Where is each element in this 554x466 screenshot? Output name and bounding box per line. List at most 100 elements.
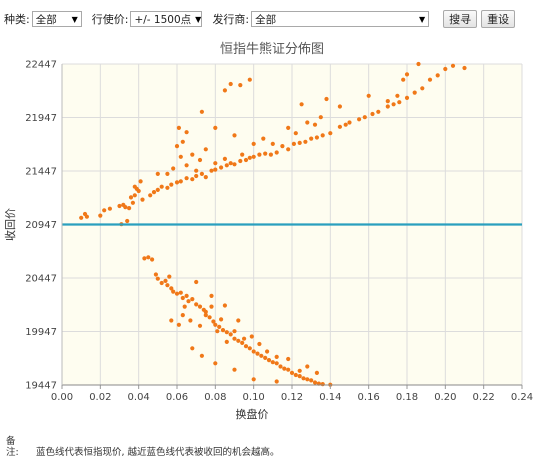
- data-point: [165, 185, 170, 190]
- data-point: [274, 379, 279, 384]
- data-point: [98, 213, 103, 218]
- data-point: [148, 193, 153, 198]
- data-point: [174, 291, 180, 296]
- x-tick-label: 0.20: [434, 392, 456, 403]
- data-point: [320, 382, 325, 387]
- data-point: [263, 355, 268, 360]
- data-point: [140, 197, 145, 202]
- data-point: [305, 120, 310, 125]
- data-point: [228, 161, 233, 166]
- x-tick-label: 0.12: [281, 392, 303, 403]
- issuer-select[interactable]: 全部 ▼: [251, 11, 430, 27]
- data-point: [180, 313, 185, 318]
- y-tick-label: 21447: [25, 167, 57, 178]
- data-point: [261, 136, 266, 141]
- type-select[interactable]: 全部 ▼: [31, 11, 82, 27]
- data-point: [251, 377, 256, 382]
- data-point: [280, 144, 285, 149]
- strike-select-value: +/- 1500点: [134, 13, 192, 26]
- data-point: [180, 295, 185, 301]
- type-select-value: 全部: [35, 13, 57, 26]
- data-point: [443, 66, 448, 72]
- data-point: [232, 336, 237, 341]
- data-point: [357, 117, 362, 122]
- data-point: [249, 334, 254, 339]
- y-tick-label: 21947: [25, 113, 57, 124]
- data-point: [416, 61, 421, 67]
- data-point: [222, 88, 227, 93]
- data-point: [102, 208, 107, 213]
- data-point: [151, 190, 157, 195]
- data-point: [220, 328, 226, 333]
- data-points: [79, 61, 467, 387]
- footnote: 备注: 蓝色线代表恒指现价, 越近蓝色线代表被收回的机会越高。: [6, 436, 546, 460]
- data-point: [128, 195, 134, 200]
- data-point: [404, 95, 410, 100]
- data-point: [132, 193, 137, 198]
- x-tick-label: 0.22: [473, 392, 495, 403]
- data-point: [305, 377, 310, 382]
- filter-bar: 种类: 全部 ▼ 行使价: +/- 1500点 ▼ 发行商: 全部 ▼ 搜寻 重…: [4, 8, 550, 30]
- issuer-label: 发行商:: [212, 13, 250, 26]
- data-point: [184, 293, 189, 298]
- x-tick-label: 0.24: [511, 392, 533, 403]
- data-point: [194, 168, 199, 173]
- chevron-down-icon: ▼: [195, 14, 202, 24]
- x-tick-label: 0.02: [89, 392, 111, 403]
- data-point: [184, 130, 189, 135]
- data-point: [132, 184, 137, 189]
- data-point: [184, 176, 189, 181]
- data-point: [286, 147, 291, 152]
- data-point: [247, 155, 252, 160]
- search-button[interactable]: 搜寻: [443, 10, 478, 28]
- data-point: [397, 100, 402, 105]
- data-point: [194, 173, 199, 179]
- data-point: [178, 154, 183, 159]
- chart-title: 恒指牛熊证分佈图: [220, 41, 324, 57]
- data-point: [240, 152, 245, 157]
- chevron-down-icon: ▼: [419, 14, 426, 24]
- data-point: [222, 303, 227, 308]
- data-point: [462, 65, 467, 71]
- data-point: [401, 77, 406, 82]
- data-point: [238, 83, 243, 88]
- data-point: [299, 102, 304, 107]
- data-point: [309, 378, 314, 383]
- issuer-select-value: 全部: [255, 13, 277, 26]
- data-point: [293, 372, 298, 378]
- data-point: [123, 205, 128, 210]
- data-point: [232, 162, 237, 167]
- data-point: [232, 367, 237, 372]
- data-point: [314, 135, 319, 140]
- data-point: [366, 93, 371, 98]
- data-point: [209, 304, 214, 309]
- data-point: [224, 330, 229, 335]
- data-point: [136, 188, 141, 194]
- data-point: [84, 214, 89, 219]
- data-point: [197, 304, 203, 309]
- data-point: [219, 165, 224, 170]
- data-point: [190, 177, 195, 182]
- data-point: [274, 354, 279, 359]
- data-point: [251, 154, 256, 159]
- data-point: [130, 200, 135, 205]
- data-point: [171, 166, 176, 171]
- data-point: [376, 109, 381, 114]
- data-point: [203, 309, 208, 314]
- data-point: [213, 125, 218, 130]
- data-point: [362, 115, 367, 120]
- data-point: [270, 141, 275, 146]
- data-point: [243, 157, 249, 163]
- data-point: [328, 131, 333, 136]
- data-point: [305, 364, 310, 369]
- data-point: [211, 319, 216, 324]
- data-point: [259, 353, 264, 358]
- data-point: [301, 376, 306, 381]
- data-point: [79, 215, 84, 220]
- data-point: [263, 151, 268, 156]
- data-point: [312, 122, 318, 127]
- reset-button[interactable]: 重设: [481, 10, 516, 28]
- strike-select[interactable]: +/- 1500点 ▼: [130, 11, 203, 27]
- data-point: [324, 96, 329, 102]
- data-point: [176, 322, 181, 327]
